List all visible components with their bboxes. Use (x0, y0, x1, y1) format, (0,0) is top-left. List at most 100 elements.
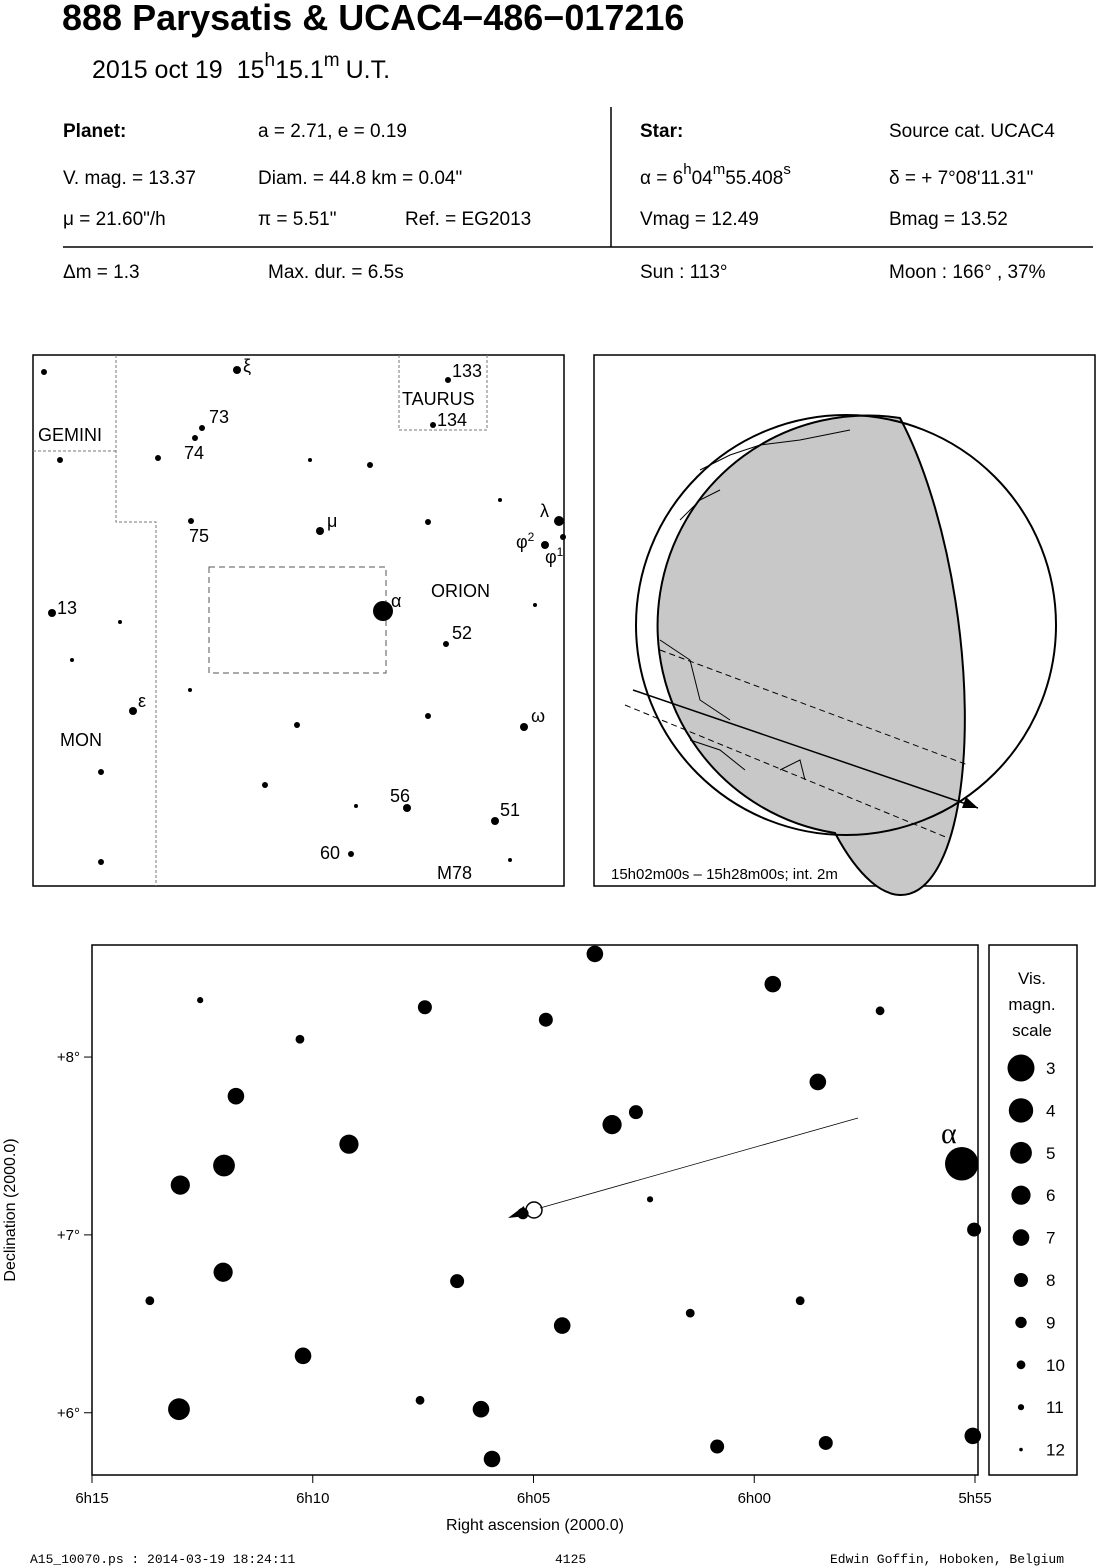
occultation-path (539, 1117, 859, 1209)
greek: φ (516, 532, 528, 552)
star-label: 13 (57, 598, 77, 618)
star-label: 75 (189, 526, 209, 546)
finder-chart: GEMINI TAURUS ORION MON 133 134 73 74 75… (32, 354, 566, 887)
star (553, 1317, 571, 1334)
star (764, 975, 782, 993)
legend-label: 12 (1046, 1441, 1065, 1460)
footer-file: A15_10070.ps : 2014-03-19 18:24:11 (30, 1552, 295, 1567)
arrow (962, 797, 978, 808)
legend-dot (1012, 1229, 1030, 1246)
star (213, 1154, 235, 1177)
diam: Diam. = 44.8 km = 0.04" (258, 168, 462, 189)
coastline (659, 429, 851, 781)
star-label: 60 (320, 843, 340, 863)
star-label: 133 (452, 361, 482, 381)
star (294, 1347, 312, 1365)
minutes: 15.1 (275, 56, 324, 84)
field-box (208, 566, 387, 674)
y-tick-label: +8° (57, 1049, 80, 1066)
x-tick-label: 6h05 (517, 1490, 550, 1507)
star-label: M78 (437, 863, 472, 883)
constellation: TAURUS (402, 389, 475, 409)
star (809, 1073, 827, 1091)
star (646, 1196, 654, 1203)
star (415, 1395, 425, 1405)
legend-title: scale (1012, 1021, 1052, 1040)
star-chart: α Right ascension (2000.0) Declination (… (2, 944, 1078, 1534)
legend-dot (1019, 1447, 1023, 1452)
greek: φ2 (516, 530, 535, 552)
hours: 15 (237, 56, 265, 84)
greek: φ1 (545, 545, 564, 567)
star (483, 1450, 501, 1468)
dec: δ = + 7°08'11.31" (889, 168, 1033, 189)
x-tick-label: 6h00 (738, 1490, 771, 1507)
star (710, 1439, 725, 1454)
star (795, 1296, 805, 1306)
legend-label: 4 (1046, 1101, 1055, 1120)
star-vmag: Vmag = 12.49 (640, 209, 759, 230)
star-label: 73 (209, 407, 229, 427)
ra-h: α = 6 (640, 168, 683, 189)
annotation: α (941, 1117, 957, 1150)
legend-dot (1010, 1141, 1032, 1164)
finder-stars (41, 366, 566, 865)
greek: μ (327, 511, 337, 531)
legend-dot (1008, 1098, 1034, 1123)
superscript: 1 (557, 545, 564, 559)
ra-sec: 55.408 (725, 168, 783, 189)
footer-number: 4125 (555, 1552, 586, 1567)
delta-mag: Δm = 1.3 (63, 262, 140, 283)
y-axis-label: Declination (2000.0) (2, 1138, 19, 1281)
star (685, 1308, 695, 1318)
greek: ε (138, 691, 146, 711)
ra-h-unit: h (683, 161, 691, 178)
star-label: 52 (452, 623, 472, 643)
title: 888 Parysatis & UCAC4−486−017216 (62, 0, 684, 38)
frame (91, 944, 979, 1476)
track-limit (659, 649, 969, 766)
legend-dot (1007, 1054, 1035, 1082)
source: Source cat. UCAC4 (889, 121, 1055, 142)
constellation: MON (60, 730, 102, 750)
legend-dot (1017, 1404, 1025, 1411)
star (967, 1222, 982, 1237)
legend-label: 7 (1046, 1229, 1055, 1248)
subtitle: 2015 oct 19 15h15.1m U.T. (92, 50, 390, 84)
footer-author: Edwin Goffin, Hoboken, Belgium (830, 1552, 1064, 1567)
star (417, 1000, 432, 1015)
target (525, 1201, 543, 1219)
y-tick-label: +6° (57, 1405, 80, 1422)
sun: Sun : 113° (640, 262, 728, 283)
star (145, 1296, 155, 1306)
ra-min: 04 (692, 168, 714, 189)
star (628, 1105, 643, 1120)
vmag: V. mag. = 13.37 (63, 168, 196, 189)
legend-label: 3 (1046, 1059, 1055, 1078)
date: 2015 oct 19 (92, 56, 223, 84)
star (517, 1207, 529, 1220)
greek: α (391, 591, 401, 611)
star (197, 997, 204, 1004)
star-bmag: Bmag = 13.52 (889, 209, 1008, 230)
x-tick-label: 6h15 (75, 1490, 108, 1507)
globe (635, 414, 1057, 836)
star (339, 1134, 359, 1154)
orbit: a = 2.71, e = 0.19 (258, 121, 407, 142)
boundary (33, 355, 488, 886)
ra-m-unit: m (713, 161, 726, 178)
greek: λ (540, 501, 549, 521)
frame (32, 354, 565, 887)
frame (593, 354, 1096, 887)
globe-panel: 15h02m00s – 15h28m00s; int. 2m (593, 354, 1096, 897)
star-label: 74 (184, 443, 204, 463)
finder-labels: GEMINI TAURUS ORION MON 133 134 73 74 75… (38, 356, 564, 883)
ref: Ref. = EG2013 (405, 209, 531, 230)
minutes-unit: m (324, 50, 340, 71)
legend-label: 11 (1046, 1398, 1064, 1417)
track (632, 689, 979, 809)
legend-title: magn. (1008, 995, 1055, 1014)
caption: 15h02m00s – 15h28m00s; int. 2m (611, 866, 838, 883)
max-duration: Max. dur. = 6.5s (268, 262, 404, 283)
star (875, 1006, 885, 1016)
